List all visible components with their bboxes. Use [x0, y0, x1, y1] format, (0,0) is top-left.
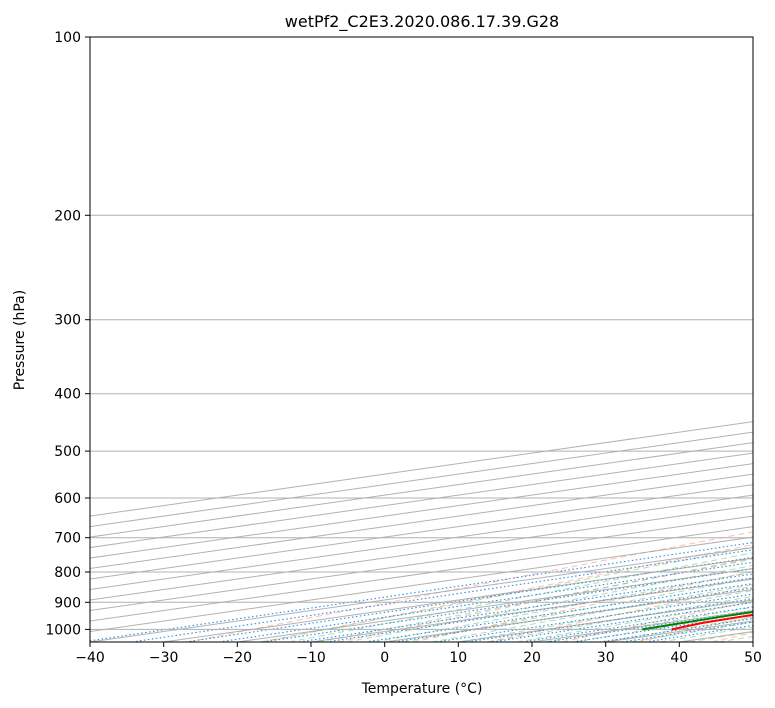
y-tick-label: 500: [54, 444, 81, 460]
x-tick-label: 30: [597, 650, 615, 666]
moist-adiabat: [459, 589, 753, 642]
y-tick-label: 700: [54, 531, 81, 547]
x-tick-label: 10: [449, 650, 467, 666]
moist-adiabat: [289, 552, 753, 642]
y-tick-label: 900: [54, 595, 81, 611]
isotherm: [90, 494, 753, 591]
isotherm: [90, 505, 753, 601]
y-tick-label: 100: [54, 30, 81, 46]
dry-adiabat: [263, 544, 753, 642]
y-tick-label: 200: [54, 208, 81, 224]
isotherm: [90, 526, 753, 622]
isotherm: [90, 473, 753, 570]
background-lines: [90, 421, 753, 642]
chart-title: wetPf2_C2E3.2020.086.17.39.G28: [285, 12, 559, 32]
y-tick-label: 400: [54, 387, 81, 403]
pressure-gridlines: [90, 37, 753, 630]
mixing-ratio-line: [365, 583, 753, 642]
isotherm: [90, 463, 753, 559]
mixing-ratio-line: [262, 568, 753, 642]
x-tick-label: 20: [523, 650, 541, 666]
isotherm: [90, 515, 753, 612]
y-tick-label: 600: [54, 491, 81, 507]
plot-frame: [89, 36, 754, 643]
isotherm: [90, 452, 753, 549]
x-tick-label: 40: [670, 650, 688, 666]
y-axis-title: Pressure (hPa): [12, 290, 28, 390]
x-tick-label: −10: [296, 650, 326, 666]
y-tick-label: 1000: [45, 622, 81, 638]
x-tick-label: −40: [75, 650, 105, 666]
isotherm: [90, 536, 753, 633]
isotherm: [90, 484, 753, 580]
x-axis-title: Temperature (°C): [361, 681, 483, 697]
x-tick-label: −20: [223, 650, 253, 666]
x-axis: −40 −30 −20 −10 0 10 20 30 40 50: [75, 642, 762, 666]
moist-adiabat: [403, 577, 753, 642]
x-tick-label: 0: [380, 650, 389, 666]
y-tick-label: 300: [54, 313, 81, 329]
y-axis: 1000 900 800 700 600 500 400 300 200 100: [45, 30, 90, 638]
moist-adiabat: [260, 546, 753, 642]
y-tick-label: 800: [54, 565, 81, 581]
dry-adiabat: [487, 585, 753, 642]
mixing-ratio-line: [299, 573, 753, 642]
x-tick-label: −30: [149, 650, 179, 666]
mixing-ratio-line: [326, 577, 753, 642]
x-tick-label: 50: [744, 650, 762, 666]
